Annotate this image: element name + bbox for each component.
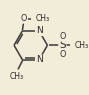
Text: O: O bbox=[59, 32, 66, 41]
Text: O: O bbox=[59, 50, 66, 59]
Text: CH₃: CH₃ bbox=[36, 14, 50, 23]
Text: N: N bbox=[36, 26, 42, 35]
Text: O: O bbox=[21, 14, 27, 23]
Text: CH₃: CH₃ bbox=[75, 41, 89, 50]
Text: S: S bbox=[59, 40, 66, 50]
Text: N: N bbox=[36, 55, 42, 64]
Text: CH₃: CH₃ bbox=[9, 72, 23, 81]
